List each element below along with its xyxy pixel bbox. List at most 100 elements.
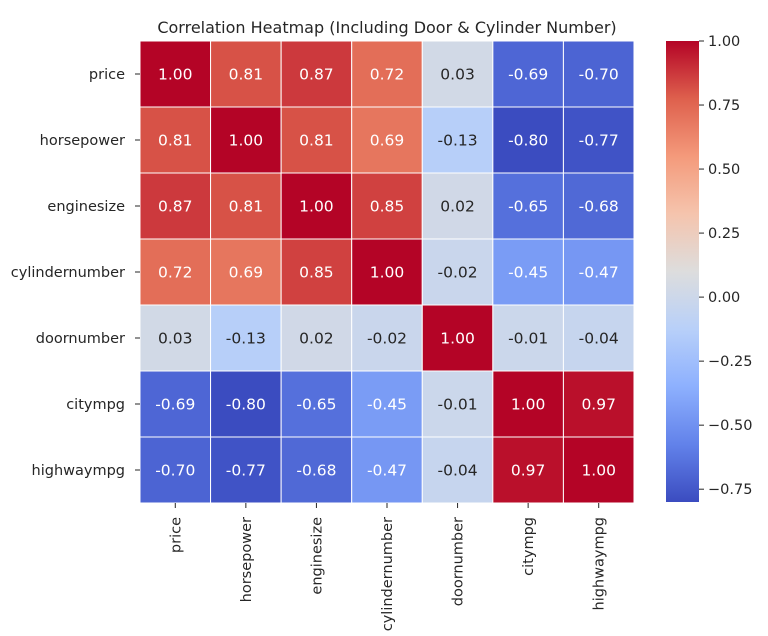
heatmap-cell <box>421 172 494 240</box>
heatmap-cell <box>351 40 423 108</box>
heatmap-cell <box>139 304 212 372</box>
cell-value-label: 0.81 <box>158 132 193 150</box>
cell-value-label: -0.77 <box>226 462 266 480</box>
cell-value-label: -0.68 <box>579 198 619 216</box>
column-label: price <box>168 517 184 553</box>
chart-title: Correlation Heatmap (Including Door & Cy… <box>157 18 616 37</box>
cell-value-label: 0.03 <box>158 330 193 348</box>
cell-value-label: -0.47 <box>367 462 407 480</box>
heatmap-cell <box>210 172 282 240</box>
row-label: price <box>89 67 125 83</box>
row-label: highwaympg <box>32 463 125 479</box>
colorbar-tick-label: 1.00 <box>708 34 740 50</box>
column-label: citympg <box>521 517 537 576</box>
column-label: highwaympg <box>592 517 608 610</box>
cell-value-label: 1.00 <box>158 66 193 84</box>
cell-value-label: 0.69 <box>229 264 264 282</box>
heatmap-cell <box>421 370 494 438</box>
heatmap-cell <box>210 370 282 438</box>
cell-value-label: -0.65 <box>296 396 336 414</box>
colorbar-gradient <box>666 41 699 502</box>
cell-value-label: 0.87 <box>158 198 193 216</box>
heatmap-cells <box>139 40 635 504</box>
heatmap-cell <box>139 436 212 504</box>
cell-value-label: -0.70 <box>579 66 619 84</box>
heatmap-cell <box>280 106 353 174</box>
heatmap-cell <box>351 370 423 438</box>
row-label: citympg <box>66 397 125 413</box>
row-label: cylindernumber <box>11 265 125 281</box>
cell-value-label: 1.00 <box>511 396 546 414</box>
heatmap-cell <box>492 40 564 108</box>
heatmap-cell <box>492 172 564 240</box>
heatmap-cell <box>139 370 212 438</box>
cell-value-label: -0.69 <box>508 66 548 84</box>
cell-value-label: 1.00 <box>581 462 616 480</box>
cell-value-label: -0.13 <box>438 132 478 150</box>
cell-value-label: 0.03 <box>440 66 475 84</box>
cell-value-label: -0.13 <box>226 330 266 348</box>
colorbar-tick-label: 0.00 <box>708 290 740 306</box>
column-label: enginesize <box>309 517 325 595</box>
cell-value-label: -0.65 <box>508 198 548 216</box>
colorbar-tick-label: −0.50 <box>708 418 752 434</box>
column-label: cylindernumber <box>380 517 396 631</box>
cell-value-label: 0.72 <box>158 264 193 282</box>
cell-value-label: 1.00 <box>370 264 405 282</box>
cell-value-label: -0.69 <box>155 396 195 414</box>
cell-value-label: -0.80 <box>226 396 266 414</box>
heatmap-cell <box>280 172 353 240</box>
cell-value-label: -0.01 <box>508 330 548 348</box>
colorbar-tick-label: 0.50 <box>708 162 740 178</box>
heatmap-cell <box>492 238 564 306</box>
cell-value-label: 0.81 <box>229 198 264 216</box>
colorbar-tick-label: 0.25 <box>708 226 740 242</box>
cell-value-label: -0.77 <box>579 132 619 150</box>
cell-value-label: -0.45 <box>508 264 548 282</box>
column-labels: price horsepower enginesize cylindernumber d… <box>168 503 608 631</box>
heatmap-cell <box>421 106 494 174</box>
heatmap-cell <box>562 436 635 504</box>
heatmap-cell <box>280 40 353 108</box>
cell-value-label: 1.00 <box>440 330 475 348</box>
row-label: doornumber <box>36 331 125 347</box>
cell-value-label: -0.02 <box>367 330 407 348</box>
heatmap-cell <box>562 238 635 306</box>
heatmap-cell <box>562 172 635 240</box>
heatmap-cell <box>280 370 353 438</box>
cell-value-label: 0.85 <box>370 198 405 216</box>
cell-value-label: 0.72 <box>370 66 405 84</box>
heatmap-cell <box>351 238 423 306</box>
colorbar-tick-label: 0.75 <box>708 98 740 114</box>
cell-value-label: 0.85 <box>299 264 334 282</box>
cell-value-label: 0.81 <box>229 66 264 84</box>
column-label: horsepower <box>239 517 255 602</box>
heatmap-cell <box>139 238 212 306</box>
column-label: doornumber <box>451 517 467 606</box>
cell-value-label: -0.04 <box>438 462 478 480</box>
cell-value-label: 0.02 <box>440 198 475 216</box>
heatmap-cell <box>562 106 635 174</box>
cell-value-label: 1.00 <box>299 198 334 216</box>
heatmap-cell <box>351 436 423 504</box>
cell-value-label: -0.47 <box>579 264 619 282</box>
heatmap-cell <box>421 436 494 504</box>
cell-value-label: 0.97 <box>581 396 616 414</box>
row-label: enginesize <box>47 199 125 215</box>
row-label: horsepower <box>40 133 125 149</box>
heatmap-cell-labels: 1.00 0.81 0.87 0.72 0.03 -0.69 -0.70 0.81 1.00 0.… <box>155 66 619 480</box>
cell-value-label: 1.00 <box>229 132 264 150</box>
cell-value-label: 0.69 <box>370 132 405 150</box>
row-labels: price horsepower enginesize cylindernumber d… <box>11 67 140 479</box>
cell-value-label: 0.02 <box>299 330 334 348</box>
cell-value-label: -0.80 <box>508 132 548 150</box>
heatmap-cell <box>210 40 282 108</box>
cell-value-label: 0.87 <box>299 66 334 84</box>
heatmap-cell <box>210 238 282 306</box>
cell-value-label: -0.68 <box>296 462 336 480</box>
colorbar-tick-label: −0.25 <box>708 354 752 370</box>
heatmap-cell <box>280 304 353 372</box>
heatmap-cell <box>280 436 353 504</box>
